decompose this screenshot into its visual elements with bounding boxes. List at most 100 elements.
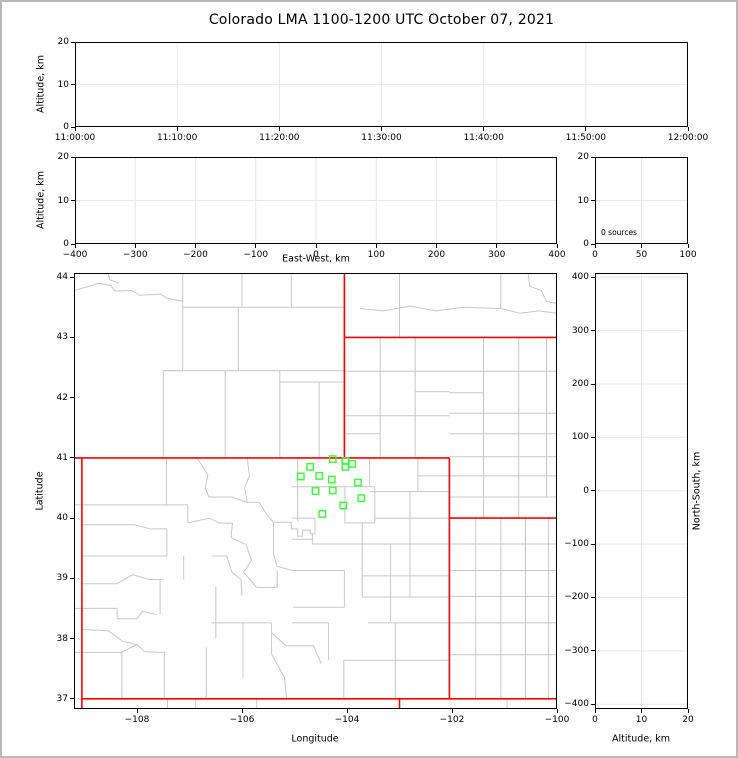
county-boundary-line xyxy=(256,570,278,588)
y-tick-mark xyxy=(70,336,74,338)
y-tick-label: 20 xyxy=(57,37,69,47)
x-tick-mark xyxy=(496,244,498,248)
x-tick-label: 0 xyxy=(592,715,598,725)
x-tick-label: 200 xyxy=(427,250,446,260)
y-tick-label: 44 xyxy=(56,272,68,283)
y-tick-mark xyxy=(591,330,595,332)
x-tick-mark xyxy=(436,244,437,248)
y-tick-label: 300 xyxy=(571,325,589,336)
lma-station-marker xyxy=(341,462,350,471)
x-tick-mark xyxy=(556,709,558,713)
map-panel-ylabel: Latitude xyxy=(34,471,46,511)
lma-station-marker xyxy=(328,455,337,463)
y-tick-label: 100 xyxy=(571,432,589,443)
ns-panel-xlabel: Altitude, km xyxy=(612,733,670,745)
y-tick-mark xyxy=(70,638,74,640)
x-tick-label: −102 xyxy=(439,715,465,725)
x-tick-label: 11:00:00 xyxy=(54,133,96,143)
county-boundary-line xyxy=(271,632,322,665)
lma-station-marker xyxy=(354,478,362,487)
county-boundary-line xyxy=(212,555,243,596)
y-tick-label: 10 xyxy=(57,79,69,90)
x-tick-mark xyxy=(687,244,689,248)
y-tick-label: 0 xyxy=(63,122,69,132)
x-tick-mark xyxy=(74,244,76,248)
county-boundary-line xyxy=(247,501,274,523)
county-boundary-line xyxy=(74,282,183,302)
y-tick-mark xyxy=(71,41,75,43)
x-tick-mark xyxy=(134,244,136,248)
y-tick-label: 43 xyxy=(56,332,68,343)
y-tick-label: 10 xyxy=(57,195,69,206)
county-boundary-line xyxy=(291,533,313,540)
lma-station-marker xyxy=(318,509,327,518)
county-boundary-line xyxy=(527,273,557,305)
y-tick-mark xyxy=(70,517,74,519)
ns-panel-right-ylabel: North-South, km xyxy=(691,451,703,531)
y-tick-mark xyxy=(591,383,595,385)
x-tick-mark xyxy=(74,127,76,131)
county-boundary-line xyxy=(360,305,501,312)
x-tick-label: 11:30:00 xyxy=(361,133,402,143)
x-tick-mark xyxy=(241,709,243,713)
county-boundary-line xyxy=(208,496,248,503)
county-boundary-line xyxy=(187,517,247,546)
x-tick-mark xyxy=(315,244,317,248)
y-tick-mark xyxy=(591,436,595,438)
y-tick-label: 0 xyxy=(583,485,589,496)
y-tick-mark xyxy=(71,126,75,128)
panel-ns_height xyxy=(595,273,688,709)
county-boundary-line xyxy=(273,518,316,537)
county-boundary-line xyxy=(242,544,258,588)
y-tick-label: 37 xyxy=(56,693,68,704)
lma-station-marker xyxy=(306,462,315,471)
y-tick-label: 41 xyxy=(56,452,68,463)
y-tick-mark xyxy=(71,156,75,158)
x-tick-label: −108 xyxy=(124,715,150,725)
county-boundary-line xyxy=(162,301,184,458)
x-tick-label: −300 xyxy=(122,250,148,260)
county-boundary-line xyxy=(81,524,167,530)
lma-station-marker xyxy=(296,472,305,481)
y-tick-mark xyxy=(591,596,595,598)
x-tick-label: −200 xyxy=(183,250,208,260)
county-boundary-line xyxy=(244,457,250,503)
y-tick-mark xyxy=(591,543,595,545)
x-tick-mark xyxy=(451,709,453,713)
time-panel-ylabel: Altitude, km xyxy=(35,55,47,113)
source-count-annotation: 0 sources xyxy=(601,228,637,237)
x-tick-mark xyxy=(556,244,558,248)
x-tick-mark xyxy=(641,709,642,713)
y-tick-label: 0 xyxy=(583,239,589,249)
x-tick-mark xyxy=(594,244,596,248)
county-boundary-line xyxy=(107,273,119,284)
y-tick-label: 200 xyxy=(571,379,589,389)
y-tick-label: 20 xyxy=(57,152,69,162)
y-tick-label: 10 xyxy=(577,195,589,206)
y-tick-label: 0 xyxy=(63,239,69,249)
x-tick-mark xyxy=(641,244,642,248)
x-tick-label: −100 xyxy=(243,250,269,260)
y-tick-mark xyxy=(70,397,74,399)
x-tick-mark xyxy=(176,127,178,131)
x-tick-label: 0 xyxy=(592,250,598,260)
panel-plan_view xyxy=(74,273,557,709)
y-tick-label: −300 xyxy=(564,645,589,656)
panel-src_histogram xyxy=(595,157,688,244)
x-tick-mark xyxy=(136,709,138,713)
x-tick-mark xyxy=(585,127,587,131)
y-tick-mark xyxy=(70,698,74,700)
county-boundary-line xyxy=(344,486,376,524)
x-tick-mark xyxy=(346,709,348,713)
y-tick-label: 40 xyxy=(56,513,68,524)
lma-station-marker xyxy=(339,501,348,510)
ew-panel-xlabel: East-West, km xyxy=(282,253,350,265)
panel-ew_height xyxy=(75,157,557,244)
y-tick-label: 38 xyxy=(56,633,68,644)
lma-station-marker xyxy=(357,494,366,503)
county-boundary-line xyxy=(74,607,157,620)
y-tick-label: 39 xyxy=(56,573,68,584)
y-tick-mark xyxy=(591,490,595,492)
lma-station-marker xyxy=(348,459,357,468)
